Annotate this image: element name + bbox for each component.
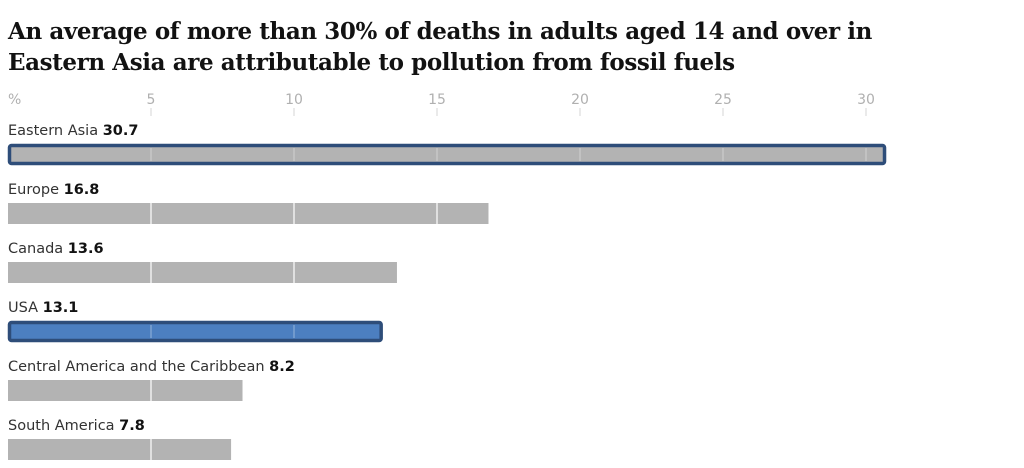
x-tick-label: 30 — [857, 92, 875, 108]
bar-eastern-asia — [7, 143, 887, 166]
category-label: South America — [8, 418, 119, 434]
category-label: Eastern Asia — [8, 123, 103, 139]
bar-label: Europe 16.8 — [8, 182, 99, 198]
value-label: 8.2 — [269, 359, 295, 375]
bar-label: Eastern Asia 30.7 — [8, 123, 139, 139]
value-label: 13.6 — [68, 241, 104, 257]
category-label: Central America and the Caribbean — [8, 359, 269, 375]
bar-label: South America 7.8 — [8, 418, 145, 434]
bar-label: Central America and the Caribbean 8.2 — [8, 359, 295, 375]
axis-unit-label: % — [8, 92, 21, 108]
bar-usa — [7, 320, 383, 343]
category-label: Canada — [8, 241, 68, 257]
value-label: 13.1 — [43, 300, 79, 316]
category-label: USA — [8, 300, 43, 316]
value-label: 7.8 — [119, 418, 145, 434]
bar-europe — [8, 203, 489, 224]
bar-central-america-and-the-caribbean — [8, 380, 243, 401]
x-tick-label: 15 — [428, 92, 446, 108]
x-tick-label: 20 — [571, 92, 589, 108]
bar-label: Canada 13.6 — [8, 241, 104, 257]
x-tick-label: 25 — [714, 92, 732, 108]
category-label: Europe — [8, 182, 64, 198]
chart-title: An average of more than 30% of deaths in… — [8, 18, 872, 76]
value-label: 30.7 — [103, 123, 139, 139]
bar-south-america — [8, 439, 232, 460]
x-tick-label: 5 — [147, 92, 156, 108]
value-label: 16.8 — [64, 182, 100, 198]
bar-label: USA 13.1 — [8, 300, 78, 316]
bar-canada — [8, 262, 397, 283]
x-tick-label: 10 — [285, 92, 303, 108]
